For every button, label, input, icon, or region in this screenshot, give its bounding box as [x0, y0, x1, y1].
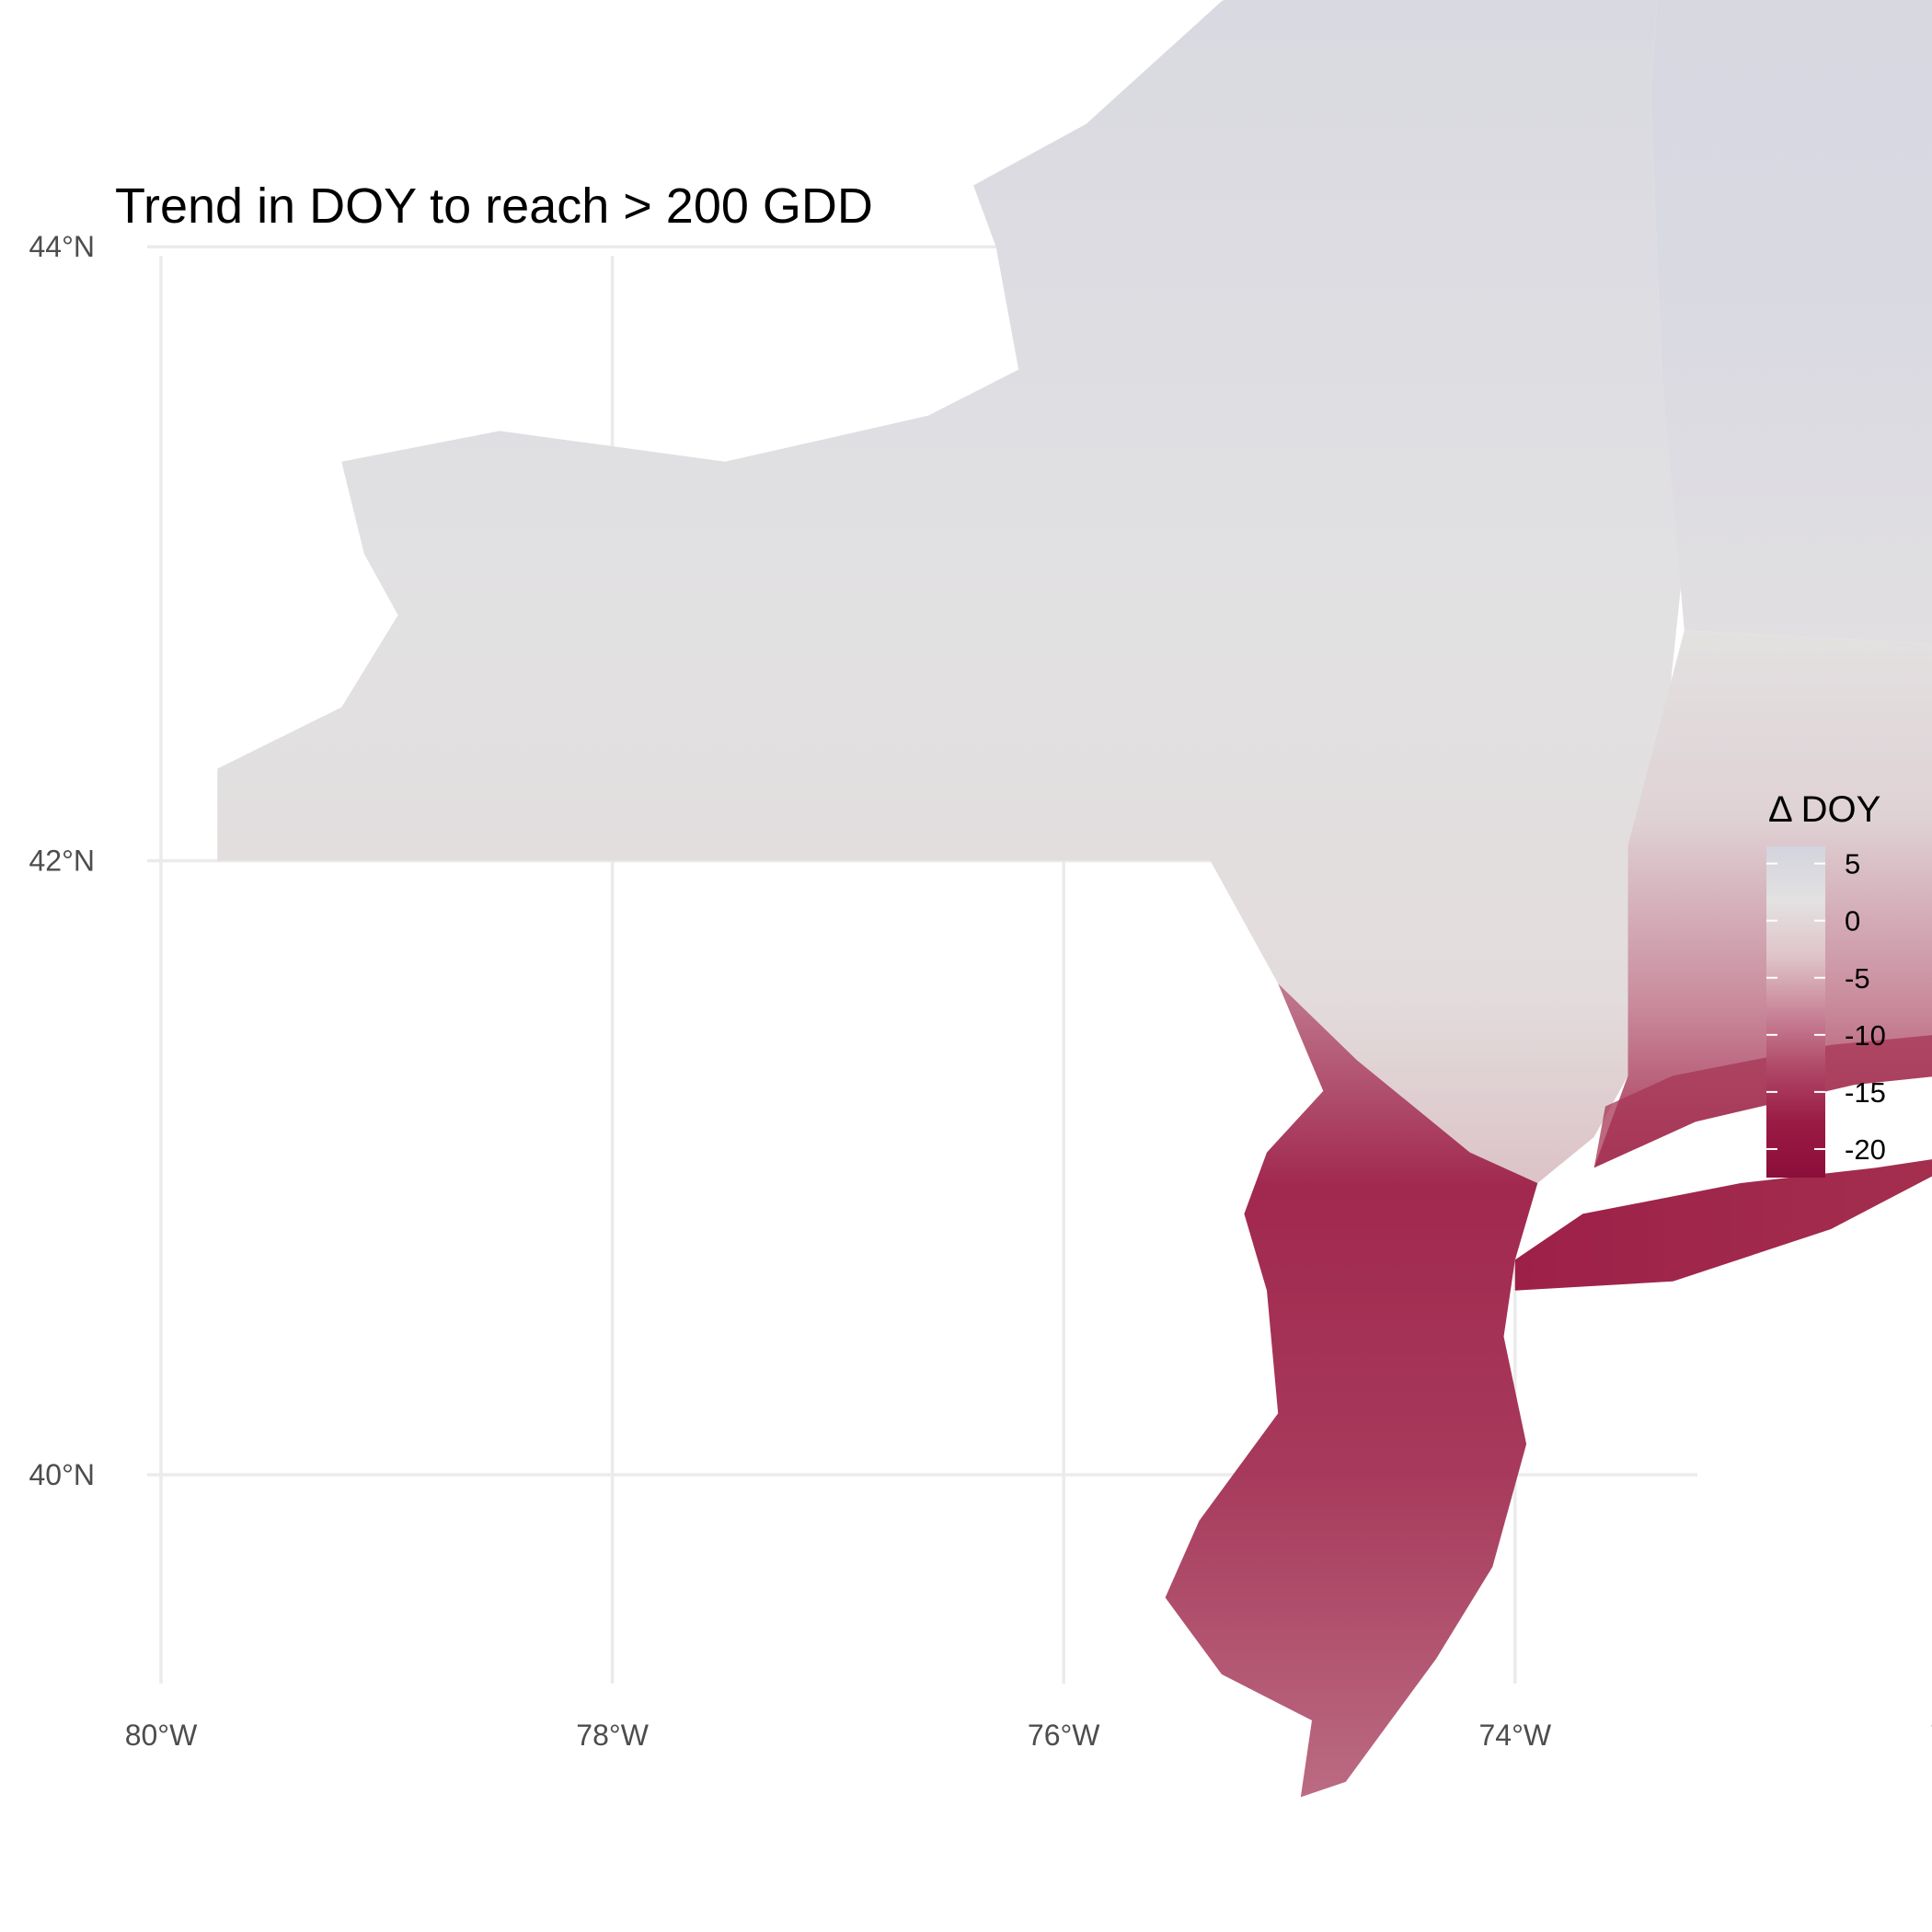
y-tick-label: 44°N	[29, 230, 96, 263]
chart-title: Trend in DOY to reach > 200 GDD	[115, 178, 873, 234]
legend-ticks: 5 0 -5 -10 -15 -20	[1766, 848, 1886, 1166]
legend-label: -20	[1845, 1133, 1886, 1166]
y-axis: 46°N44°N42°N40°N	[29, 230, 96, 1491]
region-new-jersey	[1165, 983, 1538, 1798]
x-tick-label: 76°W	[1028, 1719, 1100, 1752]
y-tick-label: 42°N	[29, 845, 96, 878]
region-southern-new-england	[1593, 630, 1932, 1168]
legend-label: -15	[1845, 1076, 1886, 1109]
y-tick-label: 40°N	[29, 1458, 96, 1491]
x-tick-label: 80°W	[125, 1719, 198, 1752]
coastal-band	[1593, 1035, 1932, 1168]
legend-colorbar	[1766, 846, 1825, 1178]
legend-label: -5	[1845, 962, 1870, 995]
region-new-york	[217, 0, 1685, 1183]
legend-label: -10	[1845, 1019, 1886, 1052]
region-long-island	[1514, 1159, 1932, 1291]
map-regions	[217, 0, 1932, 1798]
legend-title: Δ DOY	[1768, 789, 1880, 830]
x-tick-label: 74°W	[1479, 1719, 1552, 1752]
x-axis: 80°W78°W76°W74°W72°W70°W68°W	[125, 1719, 1932, 1752]
legend-label: 0	[1845, 905, 1860, 937]
legend-label: 5	[1845, 848, 1860, 880]
legend: Δ DOY 5 0 -5 -10 -15 -20	[1766, 789, 1886, 1178]
x-tick-label: 78°W	[576, 1719, 649, 1752]
x-tick-label: 72°W	[1930, 1719, 1932, 1752]
region-northern-new-england	[1650, 0, 1932, 644]
